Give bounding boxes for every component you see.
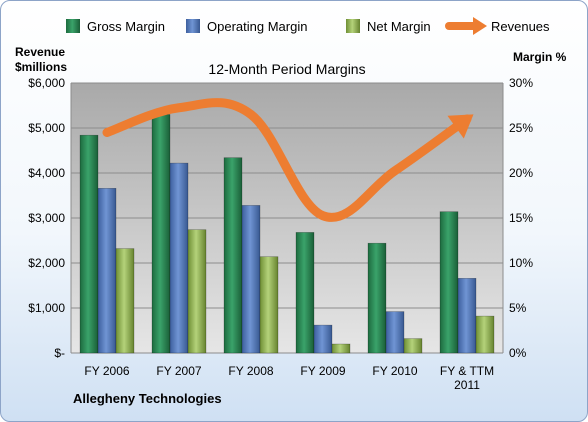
- bar-operating-margin: [97, 188, 117, 354]
- bar-net-margin: [331, 343, 351, 354]
- bar-gross-margin: [439, 211, 459, 354]
- x-category-label: 2011: [454, 378, 480, 392]
- bar-operating-margin: [457, 277, 477, 354]
- right-tick-label: 25%: [509, 121, 533, 135]
- legend-label-revenues: Revenues: [491, 19, 550, 34]
- bar-gross-margin: [151, 114, 171, 354]
- x-category-label: FY 2010: [372, 364, 417, 378]
- bar-gross-margin: [295, 232, 315, 354]
- left-tick-label: $-: [54, 346, 65, 360]
- bar-operating-margin: [385, 311, 405, 354]
- legend-label-gross-margin: Gross Margin: [87, 19, 165, 34]
- x-category-label: FY 2007: [156, 364, 201, 378]
- legend-swatch-gross-margin: [66, 19, 80, 33]
- legend-label-net-margin: Net Margin: [367, 19, 431, 34]
- left-tick-label: $4,000: [28, 166, 65, 180]
- bar-net-margin: [403, 338, 423, 354]
- bars-layer: [79, 114, 495, 354]
- bar-operating-margin: [169, 162, 189, 354]
- bar-net-margin: [475, 315, 495, 354]
- x-axis-categories: FY 2006 FY 2007 FY 2008 FY 2009 FY 2010 FY & …: [84, 364, 494, 392]
- revenue-line: [102, 98, 472, 222]
- right-axis-ticks: 0% 5% 10% 15% 20% 25% 30%: [509, 76, 533, 360]
- left-tick-label: $6,000: [28, 76, 65, 90]
- bar-gross-margin: [79, 134, 99, 354]
- legend: Gross Margin Operating Margin Net Margin…: [66, 17, 550, 35]
- bar-net-margin: [187, 229, 207, 354]
- right-axis-label: Margin %: [513, 50, 567, 64]
- left-tick-label: $2,000: [28, 256, 65, 270]
- legend-swatch-operating-margin: [186, 19, 200, 33]
- right-tick-label: 10%: [509, 256, 533, 270]
- bar-operating-margin: [313, 324, 333, 354]
- x-category-label: FY 2009: [300, 364, 345, 378]
- x-category-label: FY 2008: [228, 364, 273, 378]
- legend-swatch-revenues: [445, 17, 487, 35]
- left-tick-label: $1,000: [28, 301, 65, 315]
- legend-swatch-net-margin: [346, 19, 360, 33]
- left-tick-label: $5,000: [28, 121, 65, 135]
- bar-gross-margin: [367, 242, 387, 354]
- legend-label-operating-margin: Operating Margin: [207, 19, 307, 34]
- left-axis-ticks: $- $1,000 $2,000 $3,000 $4,000 $5,000 $6,000: [28, 76, 65, 360]
- bar-net-margin: [259, 256, 279, 354]
- company-label: Allegheny Technologies: [73, 391, 222, 406]
- right-tick-label: 20%: [509, 166, 533, 180]
- right-tick-label: 30%: [509, 76, 533, 90]
- right-tick-label: 5%: [509, 301, 527, 315]
- right-tick-label: 15%: [509, 211, 533, 225]
- chart-title: 12-Month Period Margins: [208, 61, 365, 77]
- bar-gross-margin: [223, 157, 243, 354]
- right-tick-label: 0%: [509, 346, 527, 360]
- bar-net-margin: [115, 248, 135, 354]
- x-category-label: FY 2006: [84, 364, 129, 378]
- left-axis-label-line-1: Revenue: [15, 45, 65, 59]
- left-axis-label-line-2: $millions: [15, 60, 67, 74]
- left-tick-label: $3,000: [28, 211, 65, 225]
- revenue-line-layer: [102, 98, 474, 222]
- x-category-label: FY & TTM: [440, 364, 494, 378]
- bar-operating-margin: [241, 205, 261, 354]
- revenue-arrowhead: [447, 114, 474, 139]
